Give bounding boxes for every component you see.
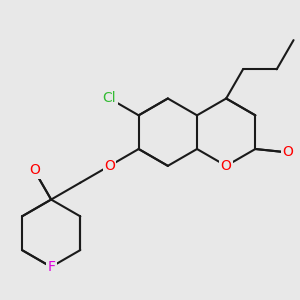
Text: O: O	[29, 164, 40, 177]
Text: O: O	[104, 159, 115, 173]
Text: O: O	[282, 146, 293, 159]
Text: O: O	[221, 159, 232, 173]
Text: Cl: Cl	[103, 92, 116, 106]
Text: F: F	[47, 260, 55, 274]
